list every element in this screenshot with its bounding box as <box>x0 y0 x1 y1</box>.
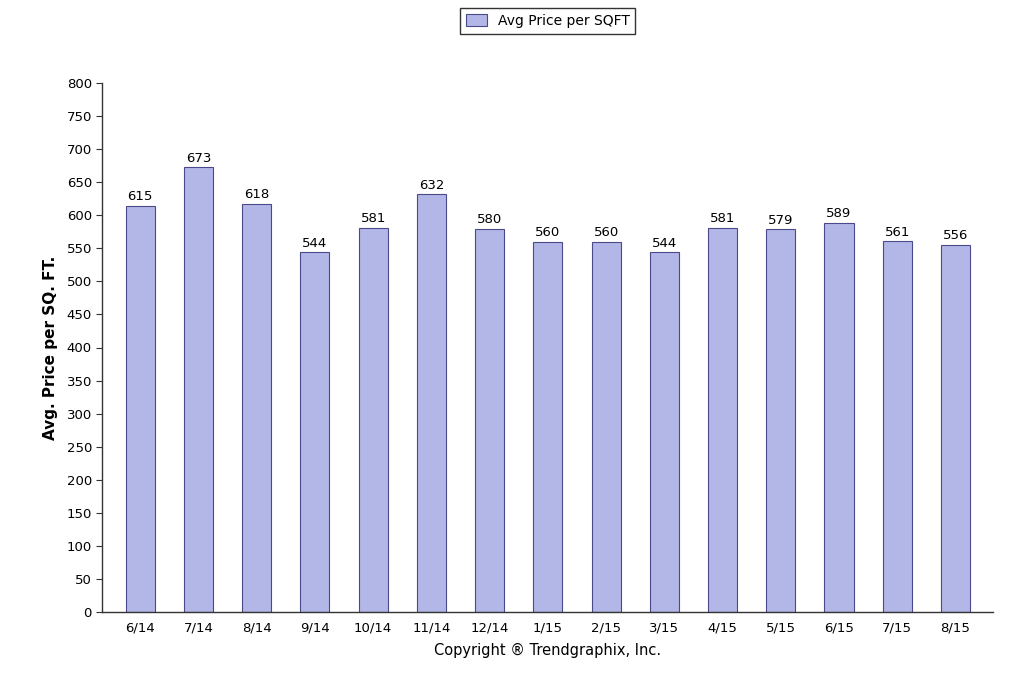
Text: 615: 615 <box>128 190 153 203</box>
Bar <box>708 228 737 612</box>
Bar <box>883 241 911 612</box>
Text: 581: 581 <box>710 213 735 225</box>
Y-axis label: Avg. Price per SQ. FT.: Avg. Price per SQ. FT. <box>43 255 58 440</box>
Text: 560: 560 <box>594 226 618 239</box>
Bar <box>242 204 271 612</box>
Text: 589: 589 <box>826 207 852 220</box>
Bar <box>417 195 445 612</box>
Legend: Avg Price per SQFT: Avg Price per SQFT <box>461 8 635 33</box>
Text: 556: 556 <box>943 229 968 242</box>
Text: 632: 632 <box>419 179 444 192</box>
Text: 580: 580 <box>477 213 502 226</box>
Bar <box>358 228 388 612</box>
Text: 673: 673 <box>185 152 211 165</box>
Text: 618: 618 <box>244 188 269 201</box>
Text: 579: 579 <box>768 213 794 227</box>
Bar <box>475 229 504 612</box>
Bar <box>824 222 854 612</box>
Text: 544: 544 <box>651 237 677 250</box>
Text: 544: 544 <box>302 237 328 250</box>
Bar <box>650 252 679 612</box>
Bar <box>300 252 330 612</box>
Bar <box>184 167 213 612</box>
X-axis label: Copyright ® Trendgraphix, Inc.: Copyright ® Trendgraphix, Inc. <box>434 643 662 657</box>
Bar <box>592 242 621 612</box>
Text: 560: 560 <box>536 226 560 239</box>
Text: 561: 561 <box>885 226 910 238</box>
Text: 581: 581 <box>360 213 386 225</box>
Bar <box>534 242 562 612</box>
Bar <box>766 229 796 612</box>
Bar <box>941 245 970 612</box>
Bar <box>126 206 155 612</box>
